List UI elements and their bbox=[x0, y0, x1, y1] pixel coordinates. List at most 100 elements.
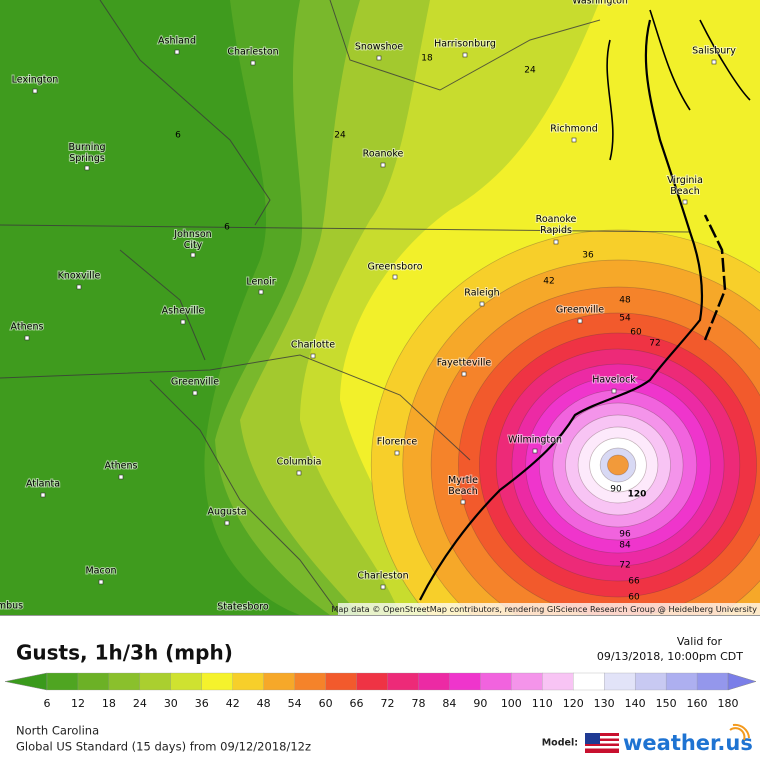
city-label: mbus bbox=[0, 601, 23, 612]
bay-shore bbox=[606, 9, 751, 161]
contour-label: 6 bbox=[224, 223, 230, 233]
legend-title: Gusts, 1h/3h (mph) bbox=[16, 641, 233, 665]
legend-swatch bbox=[170, 672, 203, 691]
contour-label: 90 bbox=[610, 485, 622, 495]
state-border bbox=[0, 224, 691, 233]
city-label: Roanoke Rapids bbox=[536, 214, 577, 236]
legend-label: 54 bbox=[288, 697, 302, 710]
legend-swatch bbox=[201, 672, 234, 691]
contour-label: 72 bbox=[619, 561, 630, 571]
legend-swatch bbox=[634, 672, 667, 691]
city-label: Burning Springs bbox=[69, 142, 106, 164]
legend-swatch bbox=[294, 672, 327, 691]
contour-label: 18 bbox=[421, 54, 433, 64]
legend-label: 78 bbox=[411, 697, 425, 710]
city-dot bbox=[296, 470, 302, 476]
city-dot bbox=[711, 59, 717, 65]
legend-label: 160 bbox=[687, 697, 708, 710]
legend-label: 42 bbox=[226, 697, 240, 710]
city-dot bbox=[394, 450, 400, 456]
legend-label: 66 bbox=[350, 697, 364, 710]
contour-label: 54 bbox=[619, 314, 631, 324]
city-dot bbox=[84, 165, 90, 171]
legend-swatch bbox=[418, 672, 450, 691]
region: North Carolina bbox=[16, 724, 99, 738]
city-label: Ashland bbox=[158, 36, 196, 47]
contour-label: 84 bbox=[619, 541, 631, 551]
city-label: Myrtle Beach bbox=[448, 475, 478, 497]
brand: weather.us bbox=[623, 731, 753, 755]
city-label: Atlanta bbox=[26, 479, 60, 490]
legend-swatch bbox=[46, 672, 79, 691]
legend-swatch bbox=[77, 672, 110, 691]
city-label: Athens bbox=[105, 461, 138, 472]
flag-stripe bbox=[585, 736, 619, 739]
brand-icon bbox=[729, 723, 750, 741]
legend-arrow bbox=[727, 672, 757, 691]
city-label: Virginia Beach bbox=[667, 175, 703, 197]
legend-swatch bbox=[232, 672, 265, 691]
legend-label: 110 bbox=[532, 697, 553, 710]
city-dot bbox=[682, 199, 688, 205]
city-label: Roanoke bbox=[363, 149, 404, 160]
contour-label: 24 bbox=[334, 131, 346, 141]
legend-label: 180 bbox=[718, 697, 739, 710]
city-label: Knoxville bbox=[58, 271, 101, 282]
city-label: Statesboro bbox=[217, 602, 269, 613]
state-border bbox=[0, 354, 471, 461]
attribution-bg bbox=[338, 603, 760, 615]
flag-stripe bbox=[585, 741, 619, 744]
city-label: Lenoir bbox=[246, 277, 275, 288]
city-label: Greensboro bbox=[367, 262, 422, 273]
legend-label: 84 bbox=[442, 697, 456, 710]
city-dot bbox=[192, 390, 198, 396]
legend-label: 140 bbox=[625, 697, 646, 710]
city-label: Florence bbox=[377, 437, 418, 448]
state-border bbox=[329, 0, 601, 91]
city-dot bbox=[180, 319, 186, 325]
city-dot bbox=[40, 492, 46, 498]
city-label: Salisbury bbox=[692, 46, 736, 57]
city-dot bbox=[479, 301, 485, 307]
city-label: Charleston bbox=[227, 47, 278, 58]
valid-time: 09/13/2018, 10:00pm CDT bbox=[597, 650, 743, 663]
city-dot bbox=[376, 55, 382, 61]
city-dot bbox=[174, 49, 180, 55]
attribution: Map data © OpenStreetMap contributors, r… bbox=[331, 604, 757, 614]
city-label: Havelock bbox=[592, 375, 636, 386]
legend-swatch bbox=[665, 672, 698, 691]
city-dot bbox=[380, 162, 386, 168]
legend-label: 90 bbox=[473, 697, 487, 710]
city-dot bbox=[577, 318, 583, 324]
city-dot bbox=[553, 239, 559, 245]
city-label: Johnson City bbox=[173, 229, 211, 251]
legend-swatch bbox=[387, 672, 419, 691]
legend-label: 18 bbox=[102, 697, 116, 710]
city-dot bbox=[24, 335, 30, 341]
state-border bbox=[99, 0, 271, 226]
legend-swatch bbox=[604, 672, 636, 691]
legend-label: 48 bbox=[257, 697, 271, 710]
city-dot bbox=[462, 52, 468, 58]
legend-label: 24 bbox=[133, 697, 147, 710]
city-label: Athens bbox=[11, 322, 44, 333]
legend-label: 100 bbox=[501, 697, 522, 710]
city-label: Washington bbox=[572, 0, 628, 7]
city-label: Columbia bbox=[277, 457, 322, 468]
flag-stripe bbox=[585, 746, 619, 749]
contour-label: 60 bbox=[630, 328, 642, 338]
legend-swatch bbox=[480, 672, 512, 691]
city-dot bbox=[380, 584, 386, 590]
model-label: Model: bbox=[542, 738, 578, 749]
flag-canton bbox=[585, 733, 600, 744]
contour-label: 42 bbox=[543, 277, 554, 287]
city-dot bbox=[310, 353, 316, 359]
legend-label: 30 bbox=[164, 697, 178, 710]
city-label: Greenville bbox=[171, 377, 219, 388]
map: Ashland Charleston Snowshoe Harrisonburg Was… bbox=[0, 0, 760, 615]
model-run: Global US Standard (15 days) from 09/12/… bbox=[16, 740, 311, 754]
cities: Ashland Charleston Snowshoe Harrisonburg Was… bbox=[0, 0, 737, 614]
contour-label: 96 bbox=[619, 530, 631, 540]
legend-label: 6 bbox=[44, 697, 51, 710]
